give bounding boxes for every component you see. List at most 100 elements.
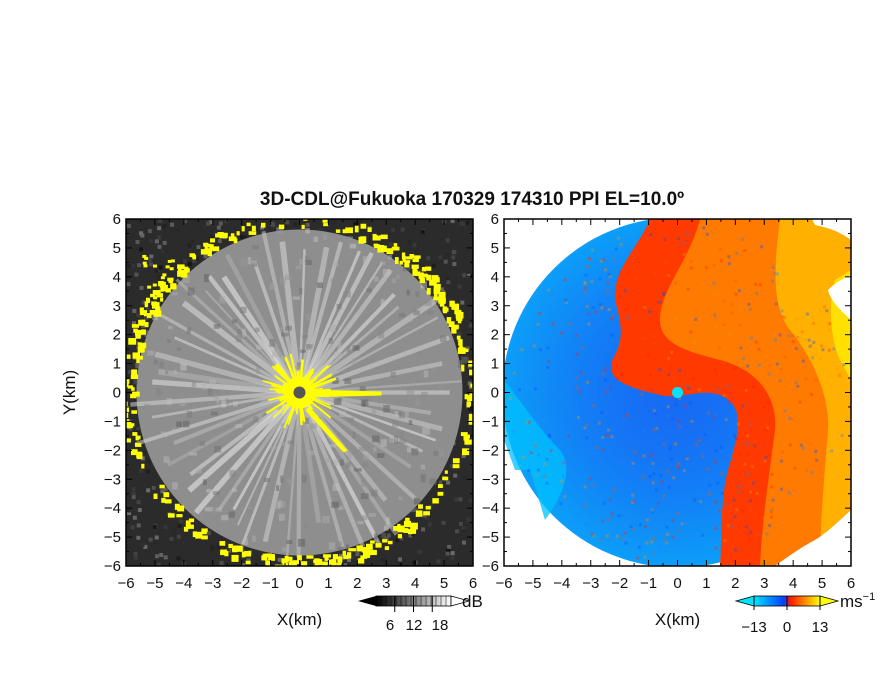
velocity-cell (740, 237, 744, 241)
velocity-cell (576, 415, 580, 419)
velocity-cell (631, 461, 635, 465)
velocity-cell (782, 442, 786, 446)
velocity-cell (607, 272, 611, 276)
reflectivity-cell (303, 524, 310, 528)
noise-speck (183, 219, 188, 224)
velocity-cell (585, 436, 589, 440)
reflectivity-mask-cell (403, 528, 409, 533)
velocity-cell (747, 302, 751, 306)
reflectivity-cell (295, 265, 302, 270)
reflectivity-mask-cell (128, 338, 137, 345)
velocity-cell (794, 347, 798, 351)
velocity-ytick-label: −2 (482, 442, 499, 459)
noise-speck (139, 285, 144, 290)
reflectivity-mask-cell (410, 527, 417, 534)
reflectivity-mask-cell (387, 540, 393, 545)
reflectivity-mask-cell (368, 549, 377, 556)
reflectivity-mask-cell (150, 311, 159, 315)
velocity-cell (640, 350, 644, 354)
reflectivity-mask-cell (337, 556, 343, 563)
reflectivity-cell (286, 540, 293, 544)
reflectivity-cell (305, 313, 310, 321)
noise-speck (355, 552, 360, 557)
velocity-cell (598, 276, 602, 280)
reflectivity-cell (210, 411, 218, 416)
reflectivity-cell (232, 488, 237, 493)
velocity-cell (703, 432, 707, 436)
velocity-cell (669, 366, 673, 370)
reflectivity-cell (260, 397, 268, 403)
reflectivity-cell (309, 423, 317, 429)
velocity-cell (677, 396, 681, 400)
reflectivity-mask-cell (379, 235, 384, 239)
reflectivity-mask-cell (373, 235, 381, 241)
velocity-cell (656, 502, 660, 506)
noise-speck (422, 513, 427, 518)
reflectivity-mask-cell (472, 398, 473, 402)
reflectivity-mask-cell (348, 548, 356, 552)
reflectivity-mask-cell (393, 243, 398, 247)
reflectivity-mask-cell (150, 293, 156, 298)
reflectivity-cell (322, 515, 330, 524)
velocity-cell (550, 291, 554, 295)
velocity-cell (658, 300, 662, 304)
velocity-cell (587, 495, 591, 499)
reflectivity-mask-cell (169, 267, 174, 271)
reflectivity-mask-cell (151, 301, 157, 306)
velocity-cell (749, 422, 753, 426)
noise-speck (438, 255, 443, 260)
reflectivity-cell (285, 325, 292, 331)
reflectivity-cell (282, 547, 290, 552)
velocity-cell (712, 312, 716, 316)
velocity-cell (576, 327, 580, 331)
reflectivity-cell (172, 428, 176, 432)
reflectivity-mask-cell (451, 327, 457, 334)
velocity-cell (791, 334, 795, 338)
reflectivity-xtick-label: −3 (204, 575, 221, 592)
noise-speck (451, 255, 456, 260)
velocity-cell (583, 286, 587, 290)
noise-speck (457, 221, 462, 226)
velocity-cell (733, 515, 737, 519)
velocity-cell (839, 372, 843, 376)
velocity-cell (736, 490, 740, 494)
velocity-cell (606, 272, 610, 276)
velocity-cell (814, 449, 818, 453)
velocity-cell (575, 334, 579, 338)
reflectivity-mask-cell (413, 255, 421, 259)
noise-speck (134, 507, 139, 512)
velocity-cell (758, 283, 762, 287)
reflectivity-texture (133, 227, 469, 560)
velocity-cell (750, 311, 754, 315)
noise-speck (210, 545, 215, 550)
velocity-cell (577, 390, 581, 394)
reflectivity-colorbar: dB 6 12 18 (358, 592, 483, 634)
noise-speck (187, 262, 192, 267)
noise-speck (408, 533, 413, 538)
velocity-cell (736, 422, 740, 426)
velocity-cell (771, 498, 775, 502)
chart-title: 3D-CDL@Fukuoka 170329 174310 PPI EL=10.0… (260, 189, 684, 210)
reflectivity-cell (340, 459, 344, 466)
noise-speck (421, 527, 426, 532)
reflectivity-mask-cell (231, 548, 239, 552)
velocity-cell (618, 270, 622, 274)
reflectivity-cell (357, 520, 364, 525)
reflectivity-ytick-label: 6 (113, 211, 121, 228)
noise-speck (153, 540, 158, 545)
velocity-xtick-label: 3 (760, 575, 768, 592)
reflectivity-mask-cell (131, 324, 140, 328)
reflectivity-cell (231, 319, 237, 324)
reflectivity-mask-cell (126, 406, 130, 413)
velocity-cell (722, 361, 726, 365)
velocity-cell (662, 443, 666, 447)
reflectivity-cell (399, 432, 404, 439)
velocity-cell (771, 490, 775, 494)
velocity-cell (664, 261, 668, 265)
reflectivity-mask-cell (303, 219, 308, 221)
reflectivity-mask-cell (192, 531, 198, 538)
velocity-cell (752, 515, 756, 519)
reflectivity-cell (224, 398, 229, 405)
reflectivity-cell (331, 501, 340, 508)
velocity-cell (773, 338, 777, 342)
